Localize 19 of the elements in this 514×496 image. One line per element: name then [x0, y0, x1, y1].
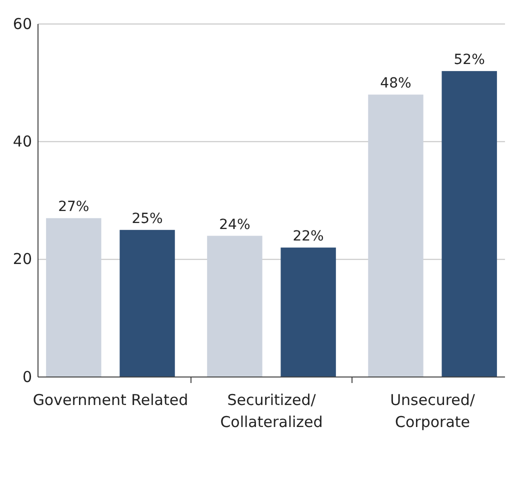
bar [280, 248, 336, 377]
bar [46, 218, 102, 377]
data-label: 52% [454, 52, 485, 68]
data-label: 22% [292, 228, 324, 245]
y-tick-label: 20 [12, 250, 32, 268]
x-tick-label: Unsecured/ Corporate [390, 391, 476, 431]
x-tick-label: Securitized/ Collateralized [220, 391, 323, 431]
y-tick-label: 0 [22, 368, 32, 386]
data-label: 25% [132, 210, 163, 227]
data-label: 27% [58, 199, 90, 216]
bar [442, 71, 497, 377]
y-tick-label: 40 [12, 132, 32, 150]
bar [368, 94, 424, 377]
x-tick-label: Government Related [32, 391, 188, 409]
y-tick-label: 60 [12, 14, 32, 33]
data-label: 24% [219, 216, 250, 233]
data-label: 48% [380, 76, 412, 92]
bar [120, 230, 175, 377]
bar [207, 236, 262, 377]
